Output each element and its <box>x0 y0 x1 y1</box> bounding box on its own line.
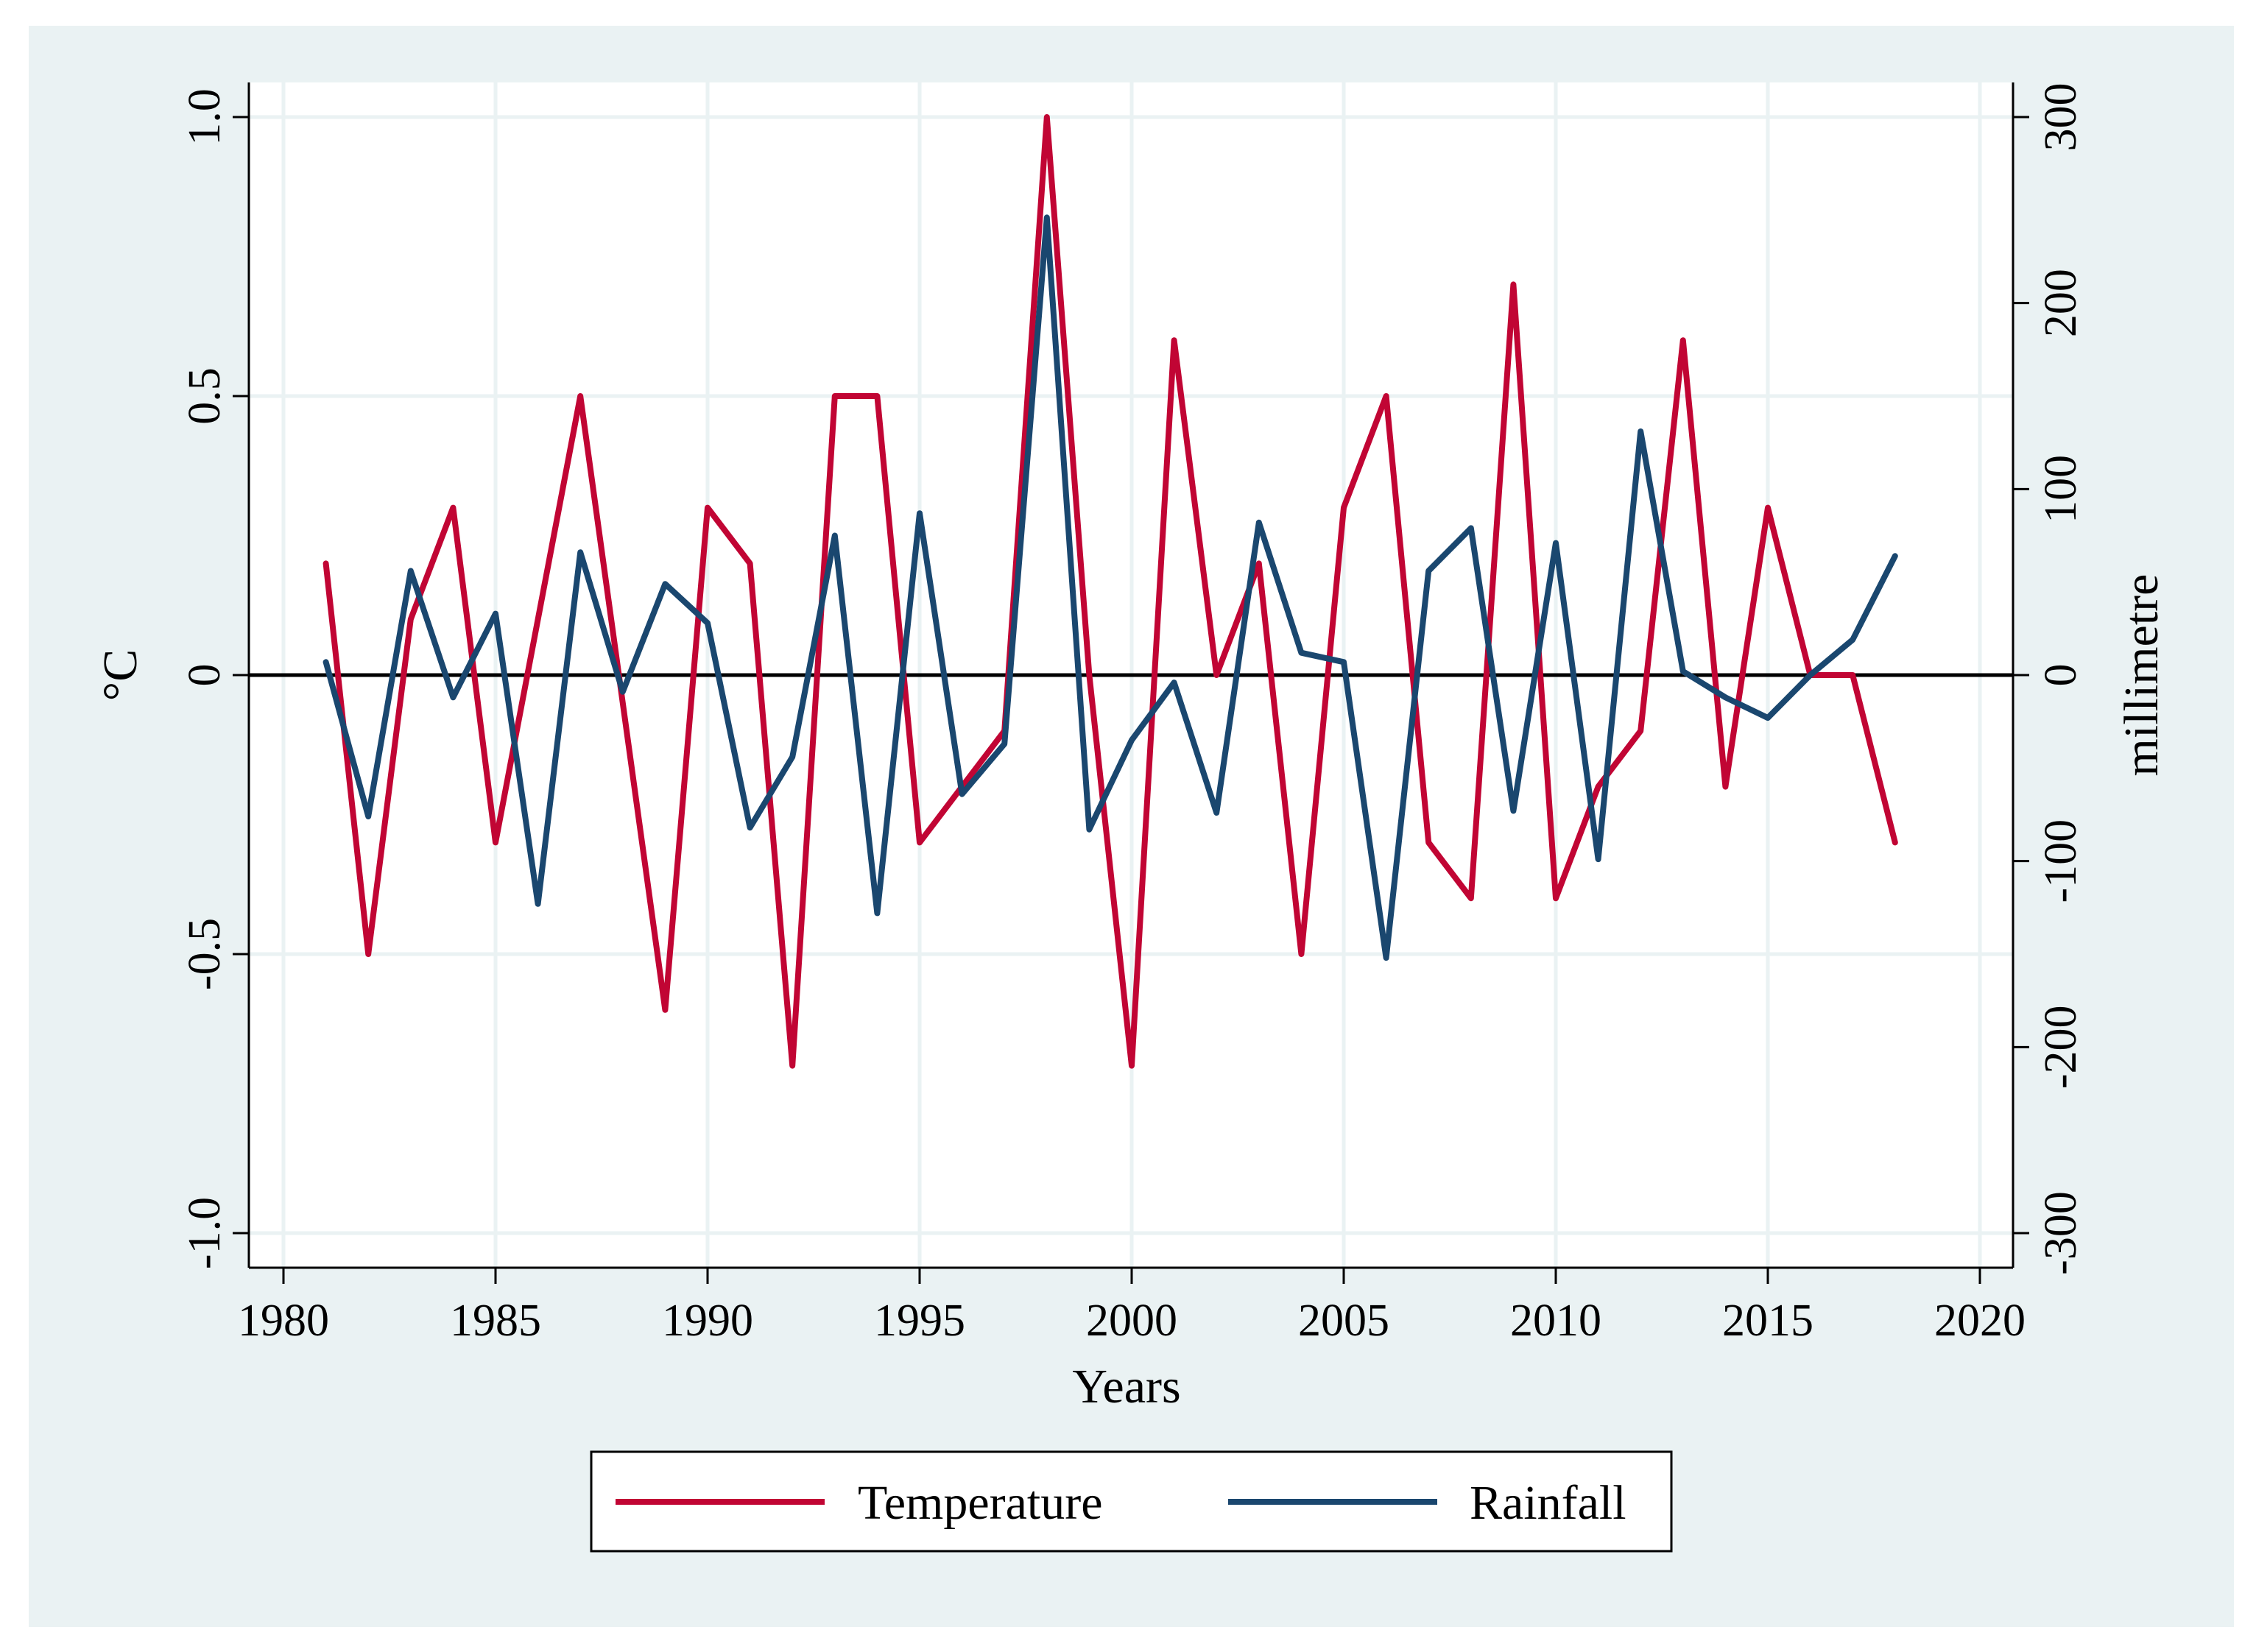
x-tick-label: 2010 <box>1510 1296 1601 1346</box>
y-tick-label: 0.5 <box>180 367 230 425</box>
series-line-rainfall <box>322 214 1898 961</box>
y-tick-label: 0 <box>180 664 230 687</box>
y2-tick-label: -100 <box>2036 819 2086 903</box>
x-tick-label: 2015 <box>1722 1296 1813 1346</box>
x-tick-label: 2000 <box>1086 1296 1177 1346</box>
x-tick-label: 1995 <box>874 1296 965 1346</box>
y-tick-label: -1.0 <box>180 1197 230 1269</box>
legend-label-temperature: Temperature <box>858 1476 1103 1530</box>
series-group <box>322 114 1898 1069</box>
y2-tick-label: 0 <box>2036 664 2086 687</box>
y2-tick-label: 300 <box>2036 83 2086 152</box>
x-tick-label: 1990 <box>662 1296 753 1346</box>
y-tick-label: 1.0 <box>180 88 230 146</box>
y-axis-label: °C <box>94 649 147 701</box>
y2-tick-label: 100 <box>2036 455 2086 523</box>
x-tick-label: 2020 <box>1934 1296 2026 1346</box>
legend: Temperature Rainfall <box>590 1450 1673 1553</box>
y2-tick-label: 200 <box>2036 269 2086 337</box>
x-tick-label: 1985 <box>450 1296 541 1346</box>
axes: 1980 1985 1990 1995 2000 2005 2010 2015 2020-1.0… <box>180 82 2086 1346</box>
x-axis-label: Years <box>1072 1360 1180 1413</box>
y2-tick-label: -200 <box>2036 1006 2086 1090</box>
legend-label-rainfall: Rainfall <box>1470 1476 1626 1530</box>
x-tick-label: 1980 <box>238 1296 329 1346</box>
series-line-temperature <box>322 114 1898 1069</box>
x-tick-label: 2005 <box>1298 1296 1389 1346</box>
y2-axis-label: millimetre <box>2115 574 2168 777</box>
y-tick-label: -0.5 <box>180 918 230 990</box>
y2-tick-label: -300 <box>2036 1191 2086 1275</box>
